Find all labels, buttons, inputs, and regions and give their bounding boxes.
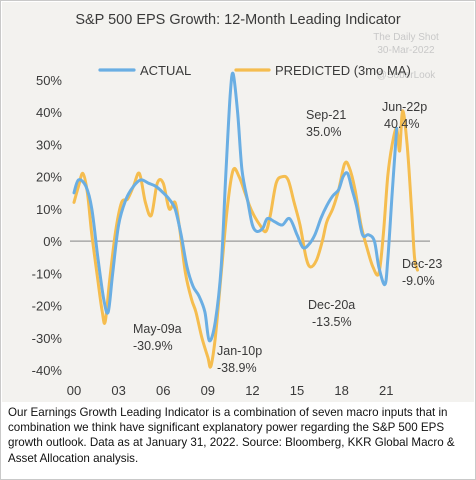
annotation-may09-value: -30.9%: [133, 339, 173, 353]
annotation-may09-label: May-09a: [133, 322, 182, 336]
y-tick-label: 50%: [36, 73, 62, 88]
x-tick-label: 03: [111, 383, 125, 398]
x-tick-label: 15: [290, 383, 304, 398]
x-tick-label: 09: [201, 383, 215, 398]
y-tick-label: 10%: [36, 202, 62, 217]
watermark-line-1: The Daily Shot: [373, 32, 439, 43]
annotation-dec20-value: -13.5%: [312, 315, 352, 329]
chart-title: S&P 500 EPS Growth: 12-Month Leading Ind…: [75, 12, 401, 28]
annotation-sep21-value: 35.0%: [306, 125, 341, 139]
y-tick-label: 40%: [36, 105, 62, 120]
legend-actual-label: ACTUAL: [140, 63, 191, 78]
watermark-line-2: 30-Mar-2022: [377, 45, 435, 56]
annotation-jan10-label: Jan-10p: [217, 344, 262, 358]
annotation-jun22-label: Jun-22p: [382, 100, 427, 114]
annotation-dec23-value: -9.0%: [402, 274, 435, 288]
annotation-jan10-value: -38.9%: [217, 361, 257, 375]
annotation-jun22-value: 40.4%: [384, 117, 419, 131]
actual-series-line: [72, 71, 399, 343]
chart-caption: Our Earnings Growth Leading Indicator is…: [8, 406, 455, 465]
legend-predicted-label: PREDICTED (3mo MA): [275, 63, 411, 78]
y-tick-label: 20%: [36, 170, 62, 185]
y-tick-label: -40%: [32, 363, 63, 378]
x-tick-label: 06: [156, 383, 170, 398]
y-tick-label: -20%: [32, 299, 63, 314]
x-tick-label: 00: [67, 383, 81, 398]
x-tick-label: 12: [245, 383, 259, 398]
annotation-sep21-label: Sep-21: [306, 108, 346, 122]
predicted-series-line: [72, 109, 419, 369]
annotation-dec20-label: Dec-20a: [308, 298, 355, 312]
y-tick-label: 30%: [36, 137, 62, 152]
annotation-dec23-label: Dec-23: [402, 257, 442, 271]
x-tick-label: 18: [334, 383, 348, 398]
x-axis: 00 03 06 09 12 15 18 21: [67, 383, 394, 398]
y-axis: 50% 40% 30% 20% 10% 0% -10% -20% -30% -40%: [32, 73, 63, 378]
watermark-line-3: @SoberLook: [377, 70, 437, 81]
y-tick-label: 0%: [43, 234, 62, 249]
x-tick-label: 21: [379, 383, 393, 398]
y-tick-label: -30%: [32, 331, 63, 346]
chart: S&P 500 EPS Growth: 12-Month Leading Ind…: [32, 12, 443, 398]
y-tick-label: -10%: [32, 266, 63, 281]
